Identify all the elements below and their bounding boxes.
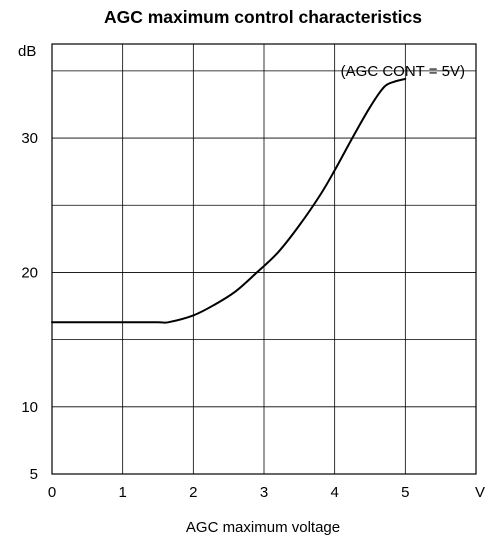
x-tick-label: 5 xyxy=(401,484,409,501)
y-unit-label: dB xyxy=(18,43,36,60)
grid-layer xyxy=(52,44,476,474)
x-unit-label: V xyxy=(475,484,485,501)
chart-title: AGC maximum control characteristics xyxy=(104,7,422,27)
y-tick-label: 30 xyxy=(21,130,38,147)
x-tick-label: 0 xyxy=(48,484,56,501)
plot-frame xyxy=(51,43,477,475)
y-tick-label: 5 xyxy=(30,466,38,483)
x-axis-label: AGC maximum voltage xyxy=(186,519,340,536)
series-line xyxy=(51,77,407,324)
agc-cont-annotation: (AGC CONT = 5V) xyxy=(341,63,465,80)
x-tick-label: 2 xyxy=(189,484,197,501)
x-tick-label: 1 xyxy=(118,484,126,501)
y-tick-label: 10 xyxy=(21,399,38,416)
ticks-layer: 0 1 2 3 4 5 5 10 20 30 xyxy=(21,130,409,501)
y-tick-label: 20 xyxy=(21,264,38,281)
x-tick-label: 3 xyxy=(260,484,268,501)
x-tick-label: 4 xyxy=(330,484,338,501)
